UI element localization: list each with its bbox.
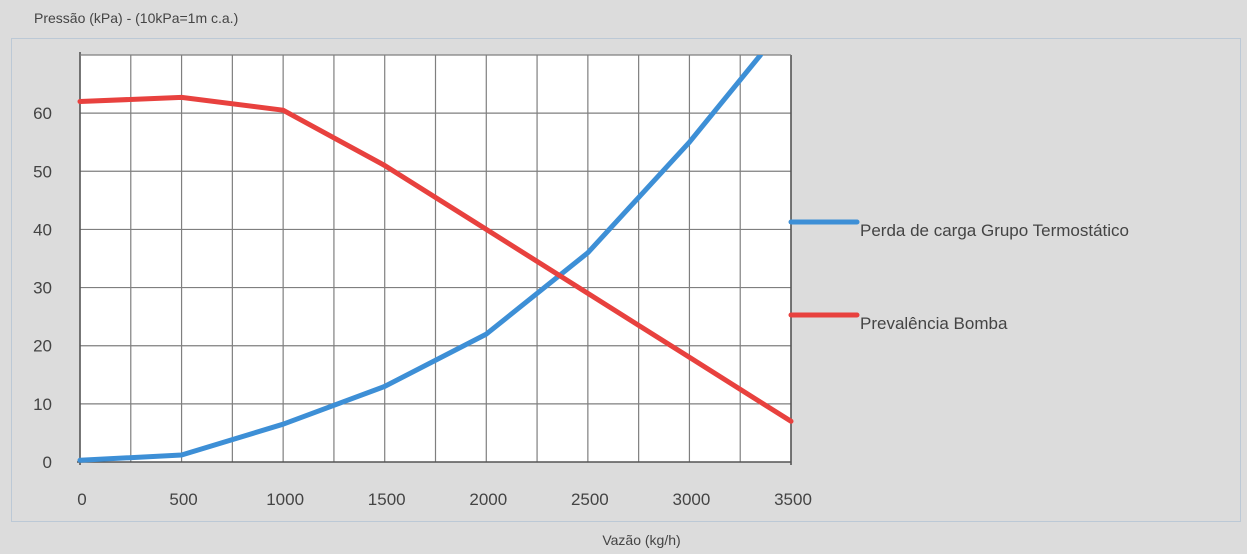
y-tick-label: 50 — [33, 162, 52, 181]
y-tick-label: 10 — [33, 395, 52, 414]
y-tick-label: 40 — [33, 220, 52, 239]
grid — [80, 55, 791, 462]
legend-label: Perda de carga Grupo Termostático — [860, 221, 1129, 240]
x-tick-label: 2000 — [469, 490, 507, 509]
x-tick-label: 500 — [169, 490, 197, 509]
x-tick-label: 0 — [77, 490, 86, 509]
x-tick-label: 3500 — [774, 490, 812, 509]
x-tick-label: 3000 — [673, 490, 711, 509]
y-tick-label: 20 — [33, 337, 52, 356]
y-axis-title: Pressão (kPa) - (10kPa=1m c.a.) — [34, 10, 239, 26]
legend-label: Prevalência Bomba — [860, 314, 1008, 333]
x-axis-title: Vazão (kg/h) — [602, 532, 681, 548]
tick-labels: 0 500 1000 1500 2000 2500 3000 3500 0 10 20 30 40 50 6… — [33, 104, 812, 509]
series-line — [77, 55, 763, 463]
y-tick-label: 0 — [43, 453, 52, 472]
legend: Perda de carga Grupo Termostático Prevalê… — [788, 219, 1129, 333]
x-tick-label: 2500 — [571, 490, 609, 509]
plot-frame — [11, 38, 1241, 522]
x-tick-label: 1000 — [266, 490, 304, 509]
axes — [77, 52, 792, 465]
x-tick-label: 1500 — [368, 490, 406, 509]
y-tick-label: 60 — [33, 104, 52, 123]
series-line — [77, 94, 794, 424]
y-tick-label: 30 — [33, 279, 52, 298]
series-lines — [77, 55, 794, 463]
